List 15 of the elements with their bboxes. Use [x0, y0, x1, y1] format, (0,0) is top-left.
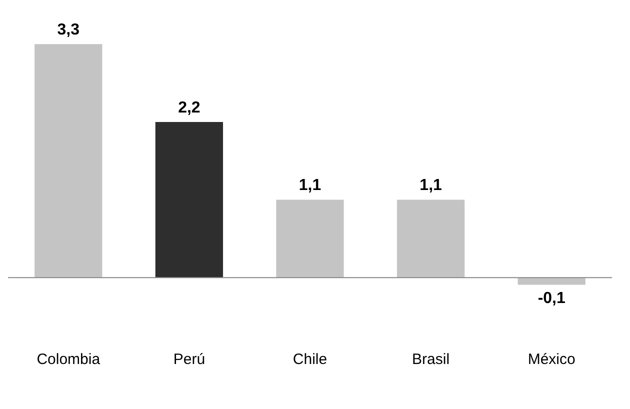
data-label: 3,3	[57, 22, 80, 39]
data-label: 1,1	[420, 177, 442, 194]
x-tick-label: Brasil	[412, 351, 450, 368]
data-label: -0,1	[538, 290, 566, 308]
x-tick-label: Perú	[173, 351, 206, 368]
bar	[276, 200, 344, 278]
x-tick-label: Chile	[292, 351, 328, 368]
x-tick-label: Colombia	[36, 351, 101, 368]
bar	[396, 200, 465, 278]
data-label: 1,1	[298, 177, 322, 194]
bar	[518, 278, 586, 285]
bar	[155, 122, 224, 278]
bar	[34, 44, 102, 278]
x-tick-label: México	[528, 351, 576, 368]
data-label: 2,2	[178, 99, 200, 116]
